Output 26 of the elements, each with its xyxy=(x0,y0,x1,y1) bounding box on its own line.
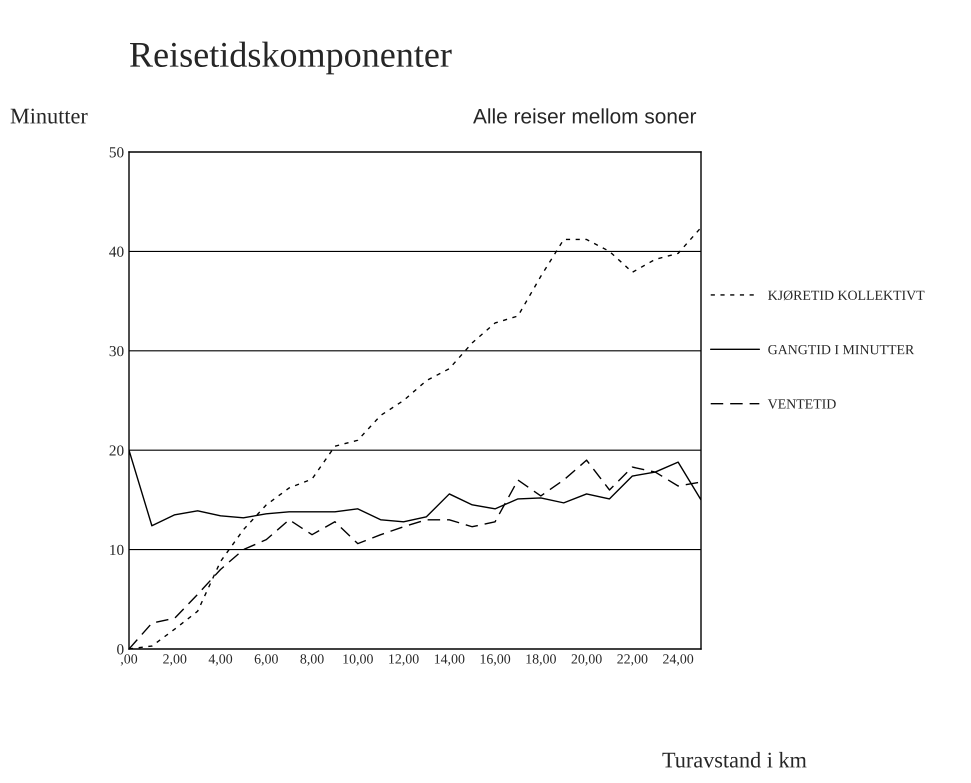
x-tick-label: 18,00 xyxy=(526,654,556,666)
legend-label: VENTETID xyxy=(768,399,836,409)
y-tick-label: 0 xyxy=(117,644,124,654)
x-tick-label: 24,00 xyxy=(663,654,694,666)
x-tick-label: 22,00 xyxy=(617,654,648,666)
x-tick-label: 10,00 xyxy=(343,654,373,666)
x-tick-label: 14,00 xyxy=(434,654,464,666)
x-tick-label: 2,00 xyxy=(163,654,186,666)
x-tick-label: 16,00 xyxy=(480,654,510,666)
chart-title: Reisetidskomponenter xyxy=(130,42,452,74)
x-tick-label: 6,00 xyxy=(254,654,278,666)
legend-label: GANGTID I MINUTTER xyxy=(768,344,914,354)
x-tick-label: 8,00 xyxy=(300,654,324,666)
y-tick-label: 50 xyxy=(110,147,124,158)
y-axis-title: Minutter xyxy=(10,108,88,124)
x-tick-label: 4,00 xyxy=(208,654,232,666)
x-tick-label: 12,00 xyxy=(389,654,419,666)
x-tick-label: ,00 xyxy=(120,654,138,666)
y-tick-label: 10 xyxy=(110,544,124,556)
y-tick-label: 30 xyxy=(110,346,124,356)
x-axis-title: Turavstand i km xyxy=(662,752,807,768)
legend-label: KJØRETID KOLLEKTIVT xyxy=(768,290,924,300)
y-tick-label: 40 xyxy=(109,246,124,257)
x-tick-label: 20,00 xyxy=(572,654,602,666)
chart-subtitle: Alle reiser mellom soner xyxy=(473,108,696,124)
y-tick-label: 20 xyxy=(110,445,124,456)
